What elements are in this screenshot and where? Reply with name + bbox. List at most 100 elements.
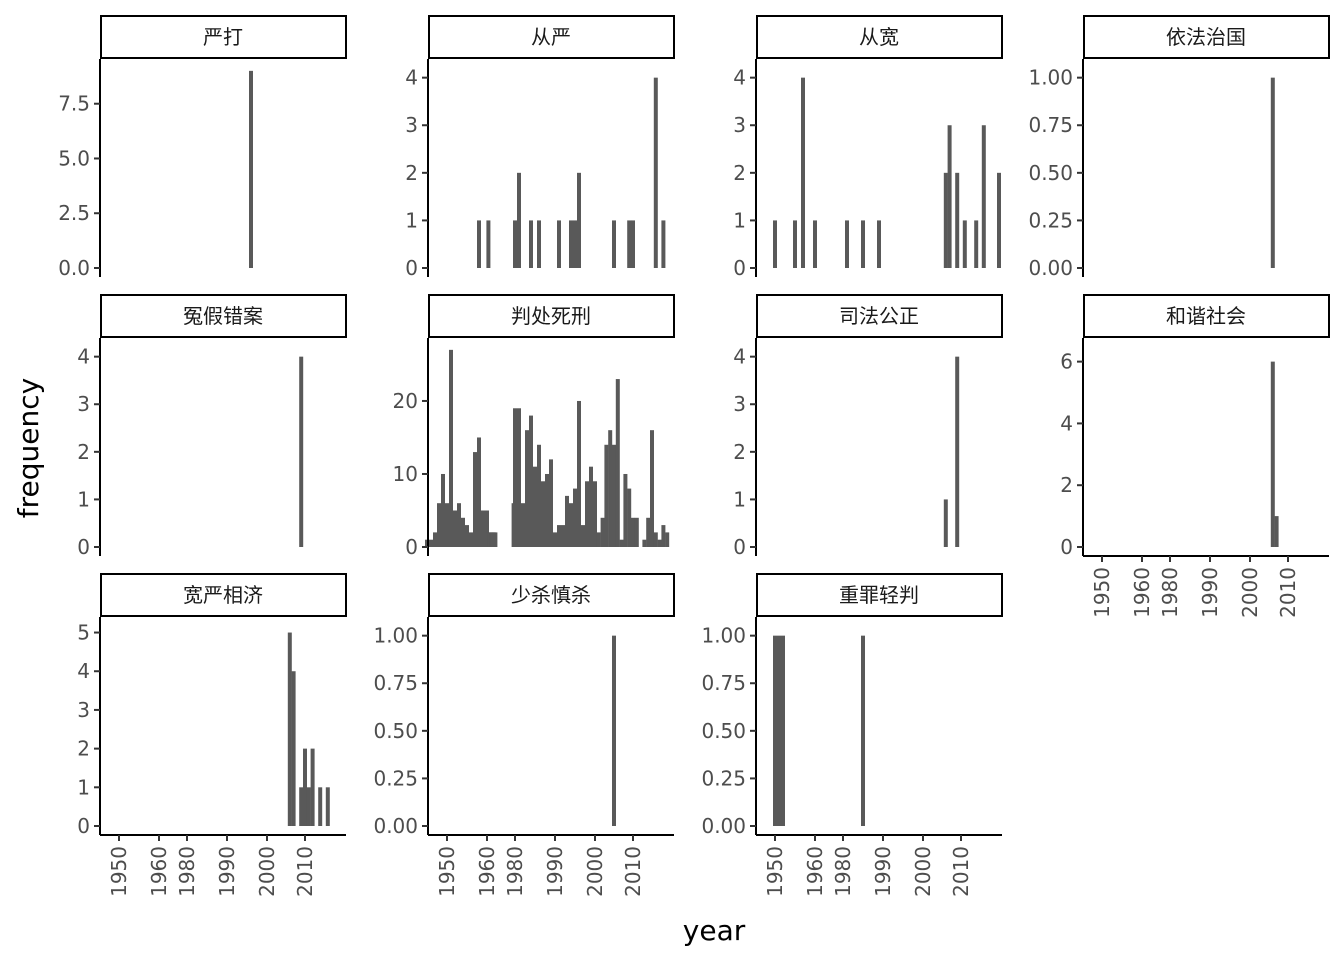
y-tick-label: 2 xyxy=(405,161,418,185)
bar xyxy=(947,125,952,268)
x-tick-label: 1980 xyxy=(831,846,855,897)
y-tick-label: 20 xyxy=(393,389,418,413)
facet-strip xyxy=(428,294,675,338)
facet-title: 从严 xyxy=(531,25,571,49)
y-tick-label: 0.25 xyxy=(701,766,746,790)
bar xyxy=(619,539,624,547)
bar xyxy=(877,220,881,268)
x-tick-label: 1950 xyxy=(107,846,131,897)
facet-title: 冤假错案 xyxy=(183,304,263,328)
facet-panel: 冤假错案 0 1 2 3 4 xyxy=(77,294,347,559)
y-tick-label: 0.0 xyxy=(58,256,90,280)
x-tick-label: 2000 xyxy=(583,846,607,897)
y-tick-label: 0 xyxy=(1060,535,1073,559)
x-tick-label: 2010 xyxy=(949,846,973,897)
bar xyxy=(441,473,445,547)
facet-title: 严打 xyxy=(203,25,243,49)
facet-panel: 从严 0 1 2 3 4 xyxy=(405,15,675,280)
y-tick-label: 0.00 xyxy=(373,814,418,838)
bar xyxy=(608,430,613,547)
bar xyxy=(513,408,517,547)
bar xyxy=(310,748,315,826)
x-tick-label: 1990 xyxy=(871,846,895,897)
bar xyxy=(962,220,967,268)
bar xyxy=(299,787,304,826)
y-tick-label: 0.75 xyxy=(701,671,746,695)
facet-title: 依法治国 xyxy=(1166,25,1246,49)
facet-strip xyxy=(428,573,675,617)
bar xyxy=(634,517,639,547)
bar xyxy=(861,635,865,826)
bar xyxy=(943,172,948,268)
y-tick-label: 5.0 xyxy=(58,146,90,170)
facet-title: 从宽 xyxy=(859,25,899,49)
y-tick-label: 4 xyxy=(1060,411,1073,435)
bar xyxy=(557,525,561,547)
bar xyxy=(249,70,253,268)
y-tick-label: 0.00 xyxy=(1028,256,1073,280)
bar xyxy=(955,356,960,547)
x-tick-label: 1980 xyxy=(175,846,199,897)
facet-strip xyxy=(100,294,347,338)
x-tick-label: 2010 xyxy=(293,846,317,897)
bar xyxy=(1274,516,1279,547)
bar xyxy=(433,532,437,547)
x-tick-label: 1960 xyxy=(1130,567,1154,618)
x-tick-label: 1960 xyxy=(147,846,171,897)
y-tick-label: 5 xyxy=(77,621,90,645)
y-tick-label: 2.5 xyxy=(58,201,90,225)
bar xyxy=(801,77,805,268)
bar xyxy=(650,430,654,547)
x-axis-title: year xyxy=(683,914,746,947)
bar xyxy=(577,172,581,268)
bar xyxy=(665,532,670,547)
bar xyxy=(585,481,589,547)
y-tick-label: 0 xyxy=(405,256,418,280)
bar xyxy=(981,125,986,268)
facet-panel: 重罪轻判 0.00 0.25 0.50 0.75 1.00 1950 1960 1980 1990… xyxy=(701,573,1003,897)
facet-panel: 和谐社会 0 2 4 6 1950 1960 1980 1990 2000 2010 xyxy=(1060,294,1330,618)
bar xyxy=(631,220,635,268)
bar xyxy=(661,525,666,547)
bar xyxy=(612,635,616,826)
bar xyxy=(596,532,601,547)
y-axis-title: frequency xyxy=(12,378,45,518)
y-tick-label: 4 xyxy=(405,66,418,90)
x-tick-label: 1990 xyxy=(1198,567,1222,618)
bar xyxy=(612,220,616,268)
y-tick-label: 0 xyxy=(77,814,90,838)
bar xyxy=(557,220,561,268)
bar xyxy=(485,510,489,547)
bar xyxy=(449,349,453,547)
x-tick-label: 2010 xyxy=(621,846,645,897)
y-tick-label: 4 xyxy=(733,66,746,90)
y-tick-label: 2 xyxy=(77,737,90,761)
bar xyxy=(287,632,292,826)
bar xyxy=(553,532,557,547)
bar xyxy=(604,444,609,547)
x-tick-label: 1950 xyxy=(435,846,459,897)
bar xyxy=(577,400,581,547)
y-tick-label: 0.50 xyxy=(701,719,746,743)
facet-title: 少杀慎杀 xyxy=(511,583,591,607)
facet-panel: 判处死刑 0 10 20 xyxy=(393,294,675,559)
y-tick-label: 2 xyxy=(733,161,746,185)
facet-panel: 严打 0.0 2.5 5.0 7.5 xyxy=(58,15,347,280)
x-tick-label: 2000 xyxy=(255,846,279,897)
bar xyxy=(469,532,473,547)
facet-title: 和谐社会 xyxy=(1166,304,1246,328)
facet-panel: 少杀慎杀 0.00 0.25 0.50 0.75 1.00 1950 1960 1980 1990… xyxy=(373,573,675,897)
x-tick-label: 2000 xyxy=(911,846,935,897)
y-tick-label: 3 xyxy=(77,698,90,722)
y-tick-label: 6 xyxy=(1060,350,1073,374)
bar xyxy=(569,220,573,268)
y-tick-label: 1 xyxy=(77,775,90,799)
bar xyxy=(545,473,549,547)
y-tick-label: 2 xyxy=(1060,473,1073,497)
y-tick-label: 0.50 xyxy=(1028,161,1073,185)
bar xyxy=(813,220,817,268)
y-tick-label: 0.00 xyxy=(701,814,746,838)
bar xyxy=(537,444,541,547)
bar xyxy=(303,748,307,826)
